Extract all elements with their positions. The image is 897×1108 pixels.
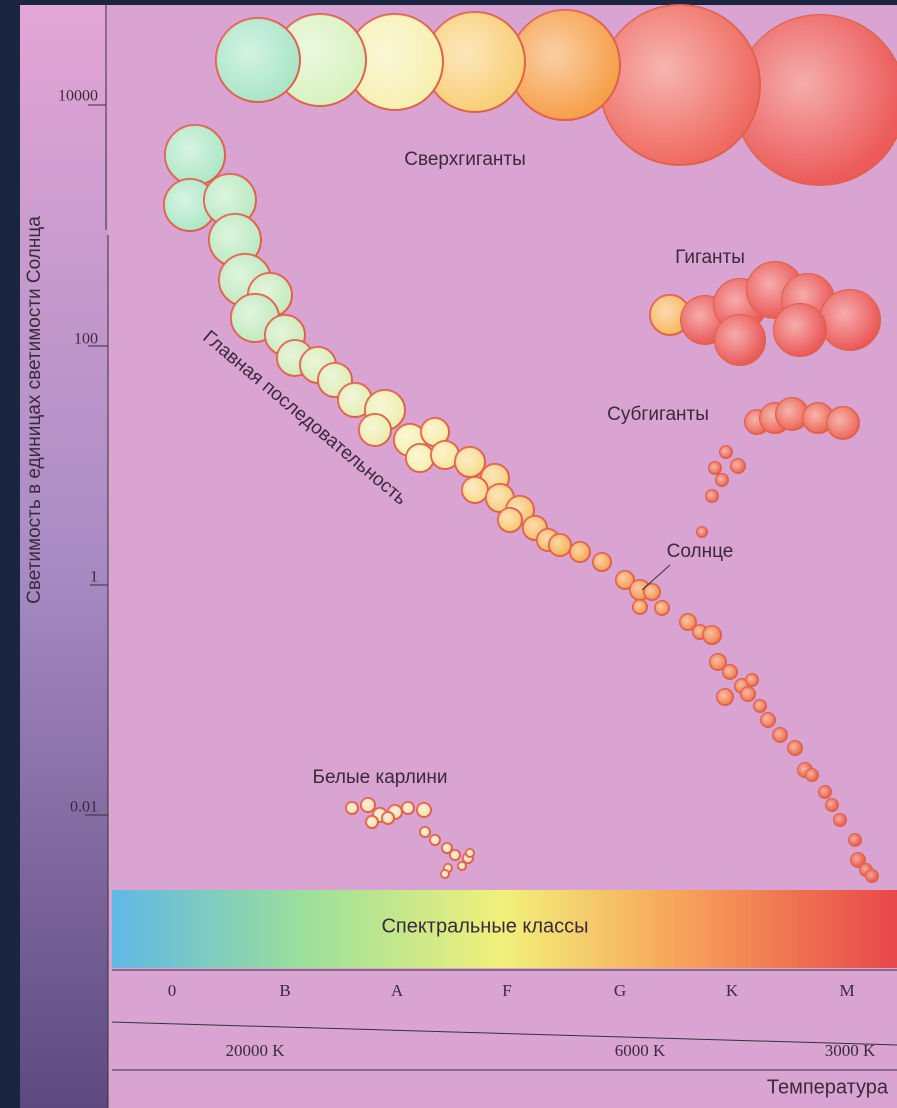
star (731, 459, 745, 473)
star (633, 600, 647, 614)
star (466, 849, 474, 857)
star (774, 304, 826, 356)
star (754, 700, 766, 712)
star (359, 414, 391, 446)
star (455, 447, 485, 477)
star (827, 407, 859, 439)
star (741, 687, 755, 701)
star (458, 862, 466, 870)
group-label: Гиганты (675, 247, 745, 268)
star (849, 834, 861, 846)
class-label: M (839, 981, 854, 1000)
star (498, 508, 522, 532)
star (361, 798, 375, 812)
star (549, 534, 571, 556)
star (788, 741, 802, 755)
star (716, 474, 728, 486)
star (723, 665, 737, 679)
star (402, 802, 414, 814)
star (717, 689, 733, 705)
star (510, 10, 620, 120)
temperature-label: 6000 K (615, 1041, 666, 1060)
group-label: Белые карлини (312, 767, 447, 788)
star (655, 601, 669, 615)
class-label: K (726, 981, 739, 1000)
star (866, 870, 878, 882)
star (761, 713, 775, 727)
star (773, 728, 787, 742)
star (417, 803, 431, 817)
class-label: G (614, 981, 626, 1000)
group-label: Сверхгиганты (404, 149, 526, 170)
axis-label: Светимость в единицах светимости Солнца (24, 216, 45, 604)
star (430, 835, 440, 845)
star (819, 786, 831, 798)
star (820, 290, 880, 350)
temperature-label: 20000 K (225, 1041, 285, 1060)
temperature-title: Температура (767, 1076, 889, 1098)
star (806, 769, 818, 781)
star (703, 626, 721, 644)
star (382, 812, 394, 824)
star (441, 870, 449, 878)
class-label: 0 (168, 981, 177, 1000)
star (570, 542, 590, 562)
star (600, 5, 760, 165)
class-label: A (391, 981, 404, 1000)
star (834, 814, 846, 826)
group-label: Субгиганты (607, 404, 709, 425)
tick-label: 100 (74, 331, 98, 348)
class-label: B (279, 981, 290, 1000)
star (826, 799, 838, 811)
star (450, 850, 460, 860)
tick-label: 0.01 (70, 799, 98, 816)
star (715, 315, 765, 365)
temperature-label: 3000 K (825, 1041, 876, 1060)
tick-label: 1 (90, 569, 98, 586)
star (697, 527, 707, 537)
star (720, 446, 732, 458)
star (346, 802, 358, 814)
star (462, 477, 488, 503)
hr-diagram: Светимость в единицах светимости Солнца … (0, 0, 897, 1108)
star (706, 490, 718, 502)
star (216, 18, 300, 102)
tick-label: 10000 (58, 88, 98, 105)
star (165, 125, 225, 185)
star (366, 816, 378, 828)
star (420, 827, 430, 837)
spectrum-title: Спектральные классы (381, 915, 588, 937)
group-label: Солнце (667, 541, 734, 562)
star (746, 674, 758, 686)
star (406, 444, 434, 472)
star (593, 553, 611, 571)
star (709, 462, 721, 474)
class-label: F (502, 981, 511, 1000)
